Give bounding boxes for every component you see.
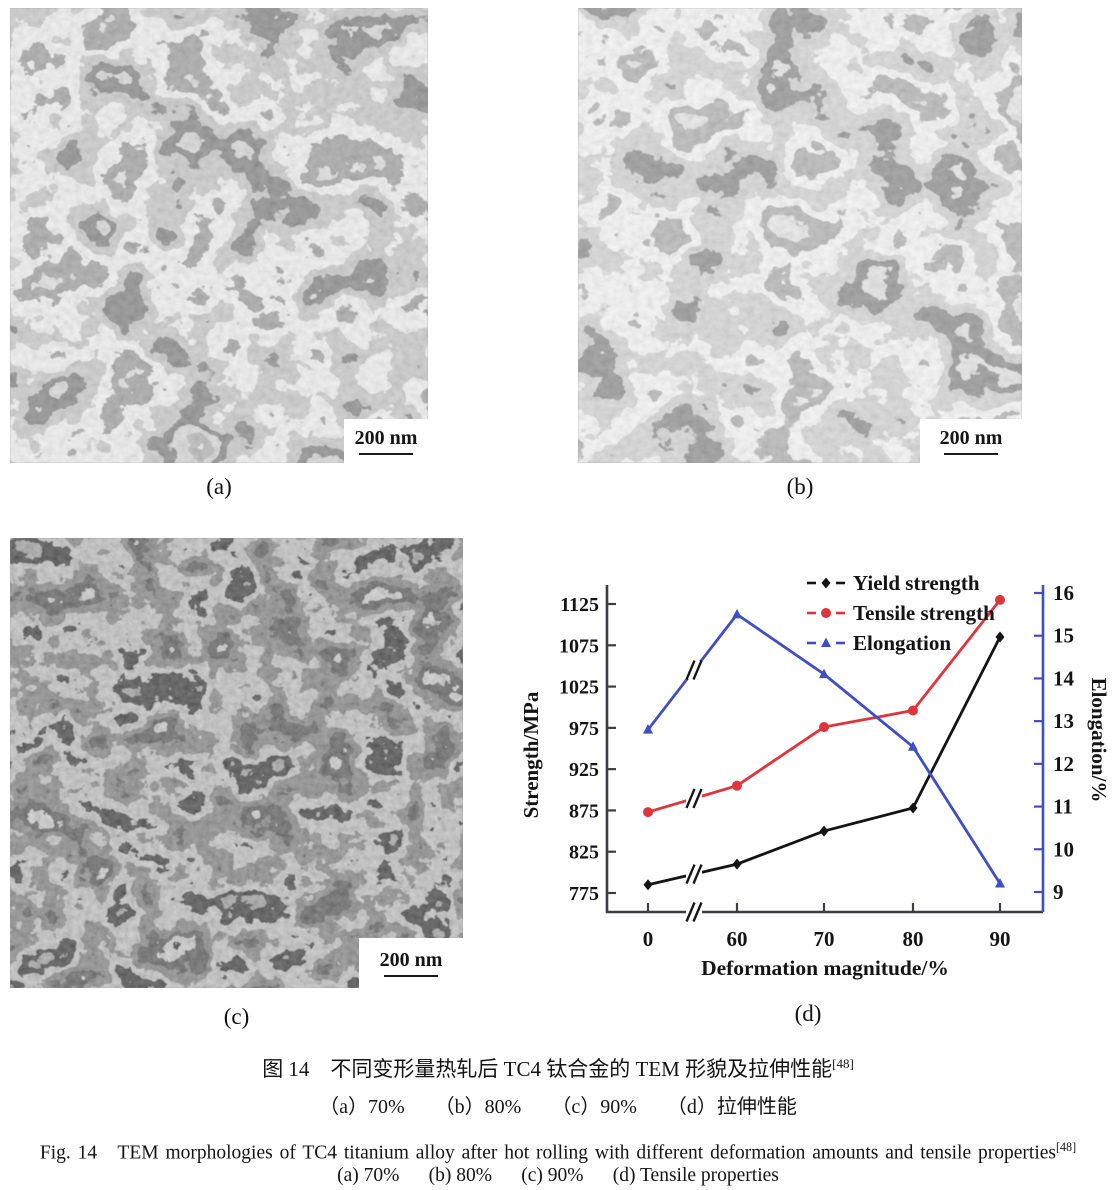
left-tick-label: 825 — [569, 842, 599, 864]
marker-circle — [732, 780, 742, 791]
x-tick-label: 70 — [814, 927, 835, 951]
left-tick-label: 925 — [569, 759, 599, 781]
marker-diamond — [819, 825, 829, 837]
caption-zh-reference: [48] — [832, 1056, 854, 1071]
marker-triangle — [643, 724, 653, 734]
tem-image-a: 200 nm — [10, 8, 428, 463]
marker-triangle — [821, 637, 831, 647]
marker-triangle — [732, 608, 742, 619]
tem-image-b: 200 nm — [578, 8, 1022, 463]
right-tick-label: 10 — [1053, 837, 1074, 861]
legend-label: Yield strength — [853, 571, 980, 595]
axis-break-slash — [692, 788, 703, 809]
panel-label-c: (c) — [223, 1004, 250, 1029]
axis-break-gap — [686, 661, 702, 680]
marker-triangle — [908, 741, 918, 751]
marker-circle — [643, 807, 653, 818]
tem-texture-a — [10, 8, 428, 463]
axis-break-slash — [685, 660, 696, 681]
right-tick-label: 15 — [1053, 624, 1074, 648]
axis-break-slash — [685, 864, 696, 885]
caption-zh-sub: （a）70% （b）80% （c）90% （d）拉伸性能 — [319, 1096, 797, 1118]
caption-en-title: Fig. 14 TEM morphologies of TC4 titanium… — [0, 1134, 1116, 1167]
tem-texture-c — [10, 538, 463, 988]
chart-canvas: 775 825 875 925 975 1025 1075 1125 9 10 11 12 13 14 15… — [519, 571, 1111, 980]
left-tick-label: 775 — [569, 883, 599, 905]
caption-en-sub: (a) 70% (b) 80% (c) 90% (d) Tensile prop… — [337, 1165, 779, 1186]
scale-bar-line — [359, 452, 413, 455]
x-tick-label: 60 — [727, 927, 748, 951]
tem-texture-b — [578, 8, 1022, 463]
x-tick-label: 90 — [990, 927, 1011, 951]
axis-break-slash — [692, 864, 703, 885]
right-tick-label: 13 — [1053, 709, 1074, 733]
marker-triangle — [995, 877, 1005, 888]
left-tick-label: 1025 — [559, 677, 599, 699]
left-tick-label: 975 — [569, 718, 599, 740]
legend-label: Tensile strength — [853, 601, 995, 625]
marker-diamond — [821, 577, 831, 589]
x-tick-label: 0 — [643, 927, 654, 951]
marker-circle — [995, 594, 1005, 605]
left-tick-label: 875 — [569, 800, 599, 822]
axis-break-gap — [686, 789, 702, 808]
scale-bar-line — [944, 452, 998, 455]
axis-break-gap — [686, 865, 702, 884]
axis-break-gap — [686, 903, 702, 921]
left-bottom-axis — [605, 585, 1043, 914]
caption-zh-title: 图 14 不同变形量热轧后 TC4 钛合金的 TEM 形貌及拉伸性能[48] — [0, 1048, 1116, 1085]
scale-label: 200 nm — [379, 948, 443, 971]
marker-circle — [908, 705, 918, 716]
axis-break-slash — [685, 902, 696, 922]
marker-diamond — [643, 879, 653, 891]
axis-break-slash — [692, 660, 703, 681]
right-tick-label: 12 — [1053, 752, 1074, 776]
scale-bar-line — [384, 974, 438, 977]
tensile-properties-chart: 775 825 875 925 975 1025 1075 1125 9 10 11 12 13 14 15… — [500, 555, 1116, 1005]
scale-label: 200 nm — [354, 426, 418, 449]
scale-bar-c: 200 nm — [359, 938, 463, 988]
marker-diamond — [995, 631, 1005, 643]
right-tick-label: 9 — [1053, 880, 1064, 904]
marker-diamond — [908, 802, 918, 814]
scale-bar-a: 200 nm — [344, 419, 428, 463]
axis-break-slash — [685, 788, 696, 809]
marker-circle — [821, 608, 831, 618]
right-tick-label: 16 — [1053, 581, 1074, 605]
caption-zh-title-text: 图 14 不同变形量热轧后 TC4 钛合金的 TEM 形貌及拉伸性能 — [262, 1057, 833, 1081]
panel-label-a: (a) — [206, 474, 232, 499]
right-tick-label: 14 — [1053, 666, 1075, 690]
panel-label-b: (b) — [786, 474, 814, 499]
x-axis-title: Deformation magnitude/% — [701, 956, 949, 980]
scale-bar-b: 200 nm — [920, 419, 1022, 463]
legend-label: Elongation — [853, 631, 951, 655]
scale-label: 200 nm — [939, 426, 1003, 449]
left-axis-title: Strength/MPa — [519, 691, 543, 818]
caption-en-title-text: Fig. 14 TEM morphologies of TC4 titanium… — [39, 1142, 1056, 1164]
left-tick-label: 1075 — [559, 635, 599, 657]
right-tick-label: 11 — [1053, 795, 1073, 819]
marker-circle — [819, 722, 829, 733]
axis-break-slash — [692, 902, 703, 922]
marker-triangle — [819, 668, 829, 679]
caption-en-reference: [48] — [1055, 1140, 1077, 1154]
marker-diamond — [732, 858, 742, 870]
tem-image-c: 200 nm — [10, 538, 463, 988]
right-axis-title: Elongation/% — [1087, 678, 1111, 803]
panel-label-d: (d) — [794, 1001, 822, 1026]
x-tick-label: 80 — [903, 927, 924, 951]
left-tick-label: 1125 — [560, 594, 599, 616]
